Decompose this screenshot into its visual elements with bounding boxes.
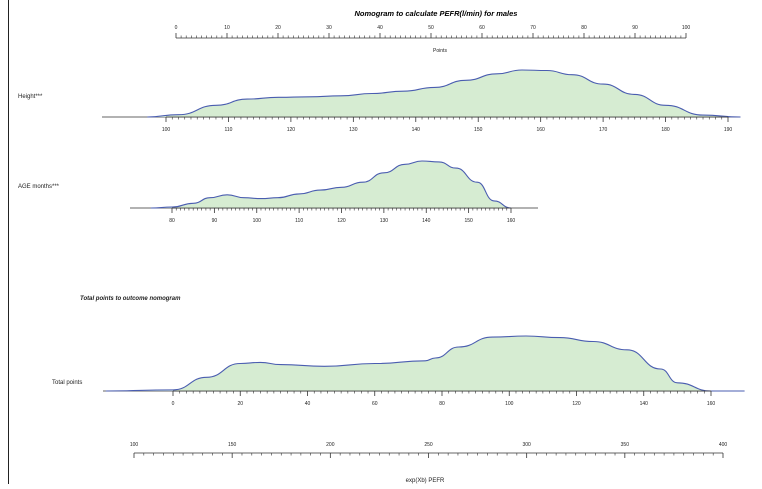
chart-marks: 0 10 20 30 40 50 60 70 80 90 100 100 110 120 130 140 150… — [102, 25, 745, 458]
total-points-tick-label: 160 — [707, 401, 716, 407]
outcome-tick-label: 150 — [228, 442, 237, 448]
points-tick-label: 10 — [224, 25, 230, 31]
age-tick-label: 100 — [253, 218, 262, 224]
outcome-axis-label: exp(Xb) PEFR — [406, 478, 445, 484]
total-points-tick-label: 80 — [439, 401, 445, 407]
height-tick-label: 150 — [474, 127, 483, 133]
points-tick-label: 30 — [326, 25, 332, 31]
age-tick-label: 150 — [464, 218, 473, 224]
total-points-tick-label: 120 — [572, 401, 581, 407]
outcome-tick-label: 350 — [621, 442, 630, 448]
total-points-density-curve — [105, 335, 745, 392]
chart-title: Nomogram to calculate PEFR(l/min) for ma… — [355, 9, 518, 18]
age-tick-label: 160 — [507, 218, 516, 224]
age-tick-label: 120 — [337, 218, 346, 224]
height-tick-label: 170 — [599, 127, 608, 133]
outcome-tick-label: 100 — [130, 442, 139, 448]
total-points-tick-label: 40 — [305, 401, 311, 407]
age-density-curve — [150, 160, 512, 209]
points-tick-label: 50 — [428, 25, 434, 31]
outcome-tick-label: 250 — [424, 442, 433, 448]
total-points-tick-label: 140 — [640, 401, 649, 407]
age-density-area — [150, 161, 512, 208]
height-tick-label: 180 — [661, 127, 670, 133]
points-tick-label: 40 — [377, 25, 383, 31]
height-label: Height*** — [18, 94, 43, 100]
age-label: AGE months*** — [18, 184, 60, 190]
age-tick-label: 130 — [380, 218, 389, 224]
height-density-area — [147, 70, 741, 117]
points-tick-label: 100 — [682, 25, 691, 31]
points-tick-label: 70 — [530, 25, 536, 31]
outcome-tick-label: 300 — [522, 442, 531, 448]
height-tick-label: 120 — [287, 127, 296, 133]
height-tick-label: 110 — [224, 127, 232, 133]
points-tick-label: 0 — [175, 25, 178, 31]
total-points-density-area — [105, 336, 745, 391]
height-tick-label: 160 — [536, 127, 545, 133]
height-tick-label: 190 — [724, 127, 733, 133]
points-axis-label: Points — [433, 48, 447, 54]
left-frame-line — [8, 0, 9, 484]
points-tick-label: 90 — [632, 25, 638, 31]
points-tick-label: 80 — [581, 25, 587, 31]
total-points-heading: Total points to outcome nomogram — [80, 296, 181, 302]
total-points-tick-label: 0 — [172, 401, 175, 407]
height-density-curve — [147, 69, 741, 118]
age-tick-label: 110 — [295, 218, 303, 224]
height-tick-label: 140 — [412, 127, 421, 133]
total-points-tick-label: 60 — [372, 401, 378, 407]
height-tick-label: 130 — [349, 127, 358, 133]
total-points-tick-label: 100 — [505, 401, 514, 407]
age-tick-label: 140 — [422, 218, 431, 224]
height-tick-label: 100 — [162, 127, 171, 133]
total-points-tick-label: 20 — [237, 401, 243, 407]
outcome-tick-label: 200 — [326, 442, 335, 448]
points-tick-label: 20 — [275, 25, 281, 31]
outcome-tick-label: 400 — [719, 442, 728, 448]
points-tick-label: 60 — [479, 25, 485, 31]
age-tick-label: 90 — [212, 218, 218, 224]
total-points-label: Total points — [52, 380, 82, 386]
age-tick-label: 80 — [169, 218, 175, 224]
